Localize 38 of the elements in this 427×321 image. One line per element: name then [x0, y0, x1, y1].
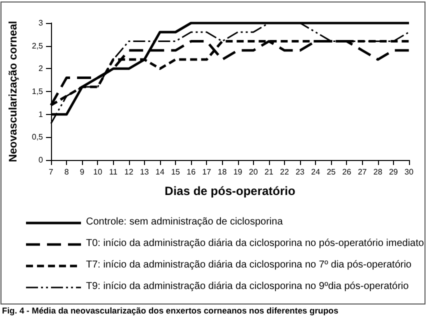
x-tick-label: 21	[264, 168, 274, 176]
x-tick-label: 30	[404, 168, 414, 176]
x-tick-label: 12	[124, 168, 134, 176]
x-tick-label: 10	[93, 168, 103, 176]
x-tick-label: 9	[80, 168, 85, 176]
x-tick-label: 7	[48, 168, 54, 176]
x-tick-label: 14	[156, 168, 165, 176]
legend-label: T7: início da administração diária da ciclosporina no 7º dia pós-operatório	[86, 260, 412, 270]
x-tick-label: 19	[233, 168, 243, 176]
x-tick-label: 27	[358, 168, 368, 176]
x-tick-label: 29	[388, 168, 398, 176]
legend-label: T0: início da administração diária da ciclosporina no pós-operatório imediato	[86, 238, 424, 249]
legend-label: Controle: sem administração de ciclosporina	[86, 216, 284, 228]
y-tick-label: 1,5	[32, 87, 44, 96]
y-tick-label: 2,5	[32, 41, 44, 50]
x-tick-label: 26	[342, 168, 352, 176]
x-tick-label: 18	[218, 168, 228, 176]
x-tick-label: 20	[248, 168, 258, 176]
x-tick-label: 24	[311, 168, 321, 176]
x-tick-label: 16	[186, 168, 196, 176]
y-tick-label: 2	[38, 64, 44, 74]
x-tick-label: 25	[326, 168, 336, 176]
y-axis-title: Neovascularização corneal	[8, 20, 20, 162]
x-axis-title: Dias de pós-operatório	[164, 184, 296, 198]
x-tick-label: 23	[296, 168, 306, 176]
x-tick-label: 15	[171, 168, 181, 176]
y-tick-label: 0	[38, 156, 44, 164]
x-tick-label: 13	[140, 168, 150, 176]
y-tick-label: 1	[38, 110, 44, 119]
x-tick-label: 11	[109, 168, 118, 176]
y-tick-label: 3	[38, 18, 44, 28]
y-tick-label: 0,5	[32, 132, 44, 142]
x-tick-label: 8	[64, 168, 70, 176]
x-tick-label: 28	[373, 168, 383, 176]
x-tick-label: 17	[202, 168, 212, 176]
legend-label: T9: início da administração diária da ciclosporina no 9ºdia pós-operatório	[86, 281, 410, 292]
caption: Fig. 4 - Média da neovascularização dos enxertos corneanos nos diferentes grupos	[2, 306, 339, 316]
x-tick-label: 22	[280, 168, 290, 176]
